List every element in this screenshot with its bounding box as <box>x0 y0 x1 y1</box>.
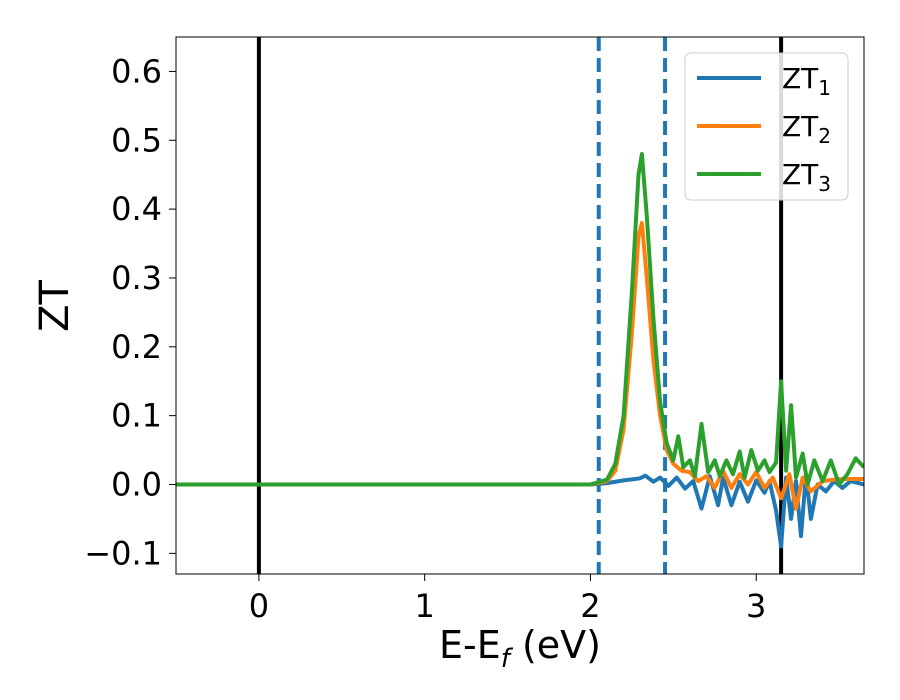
series-line-zt3 <box>176 152 864 487</box>
legend-label-zt3: ZT3 <box>782 158 831 196</box>
x-axis-label: E-Ef (eV) <box>439 623 601 674</box>
y-tick-label: −0.1 <box>84 534 162 572</box>
y-tick-label: 0.4 <box>111 190 162 228</box>
y-tick-label: 0.3 <box>111 259 162 297</box>
y-tick-label: 0.6 <box>111 52 162 90</box>
x-tick-label: 0 <box>249 587 269 625</box>
legend-label-zt2: ZT2 <box>782 110 831 148</box>
x-tick-label: 1 <box>414 587 434 625</box>
y-tick-label: 0.5 <box>111 121 162 159</box>
y-axis-label: ZT <box>32 280 78 332</box>
series-line-zt1 <box>176 472 864 549</box>
y-axis: −0.1 0.0 0.1 0.2 0.3 0.4 0.5 0.6 <box>84 52 176 572</box>
y-tick-label: 0.0 <box>111 466 162 504</box>
series-line-zt2 <box>176 220 864 511</box>
plot-frame <box>175 36 865 575</box>
x-tick-label: 3 <box>746 587 766 625</box>
legend-label-zt1: ZT1 <box>782 62 831 100</box>
series-lines <box>176 152 864 549</box>
x-tick-label: 2 <box>580 587 600 625</box>
legend-box <box>684 52 849 201</box>
legend: ZT1 ZT2 ZT3 <box>684 52 849 201</box>
y-tick-label: 0.1 <box>111 397 162 435</box>
x-axis: 0 1 2 3 <box>249 574 766 625</box>
y-tick-label: 0.2 <box>111 328 162 366</box>
